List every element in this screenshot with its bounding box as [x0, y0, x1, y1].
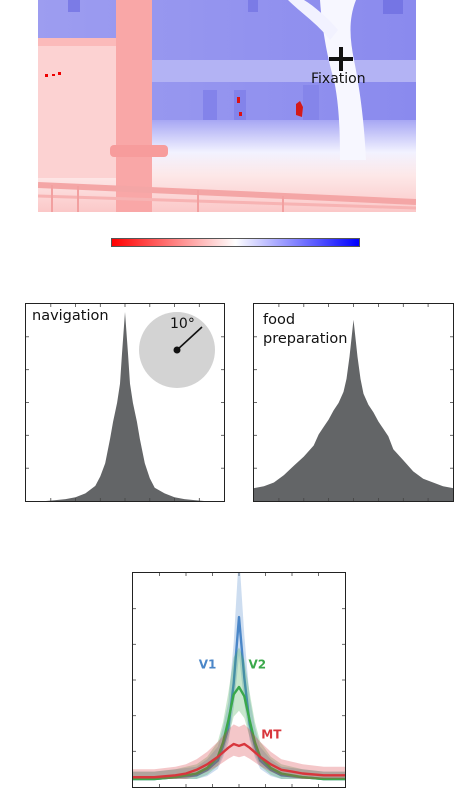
series-band	[133, 724, 345, 779]
axis-ticks	[133, 573, 345, 787]
navigation-area-chart	[26, 304, 224, 501]
series-label-mt: MT	[261, 728, 282, 742]
food-preparation-distribution-panel: food preparation	[253, 303, 454, 502]
series-label-v2: V2	[249, 658, 267, 672]
navigation-label: navigation	[32, 308, 109, 324]
series-band	[133, 647, 345, 779]
cortical-area-line-chart: V1 V2 MT	[133, 573, 345, 787]
axis-ticks	[254, 304, 453, 501]
series-line	[133, 685, 345, 781]
scene-drawing	[38, 0, 416, 212]
fixation-label: Fixation	[311, 71, 366, 87]
series-mt	[133, 724, 345, 779]
series-line	[133, 742, 345, 779]
cortical-area-distribution-chart: V1 V2 MT	[132, 572, 346, 788]
food-preparation-area-chart	[254, 304, 453, 501]
navigation-distribution-panel: navigation 10°	[25, 303, 225, 502]
distribution-area	[26, 312, 224, 501]
disparity-colorbar	[111, 238, 360, 247]
series-line	[133, 615, 345, 781]
food-preparation-label: food preparation	[263, 312, 348, 347]
scale-degree-label: 10°	[170, 316, 195, 332]
field-of-view-scale-icon	[139, 312, 215, 388]
series-v1	[133, 573, 345, 781]
disparity-scene-image	[38, 0, 416, 212]
series-v2	[133, 647, 345, 781]
axis-ticks	[26, 304, 224, 501]
series-band	[133, 573, 345, 779]
fixation-cross-icon	[329, 47, 353, 71]
series-label-v1: V1	[199, 658, 217, 672]
distribution-area	[254, 319, 453, 501]
